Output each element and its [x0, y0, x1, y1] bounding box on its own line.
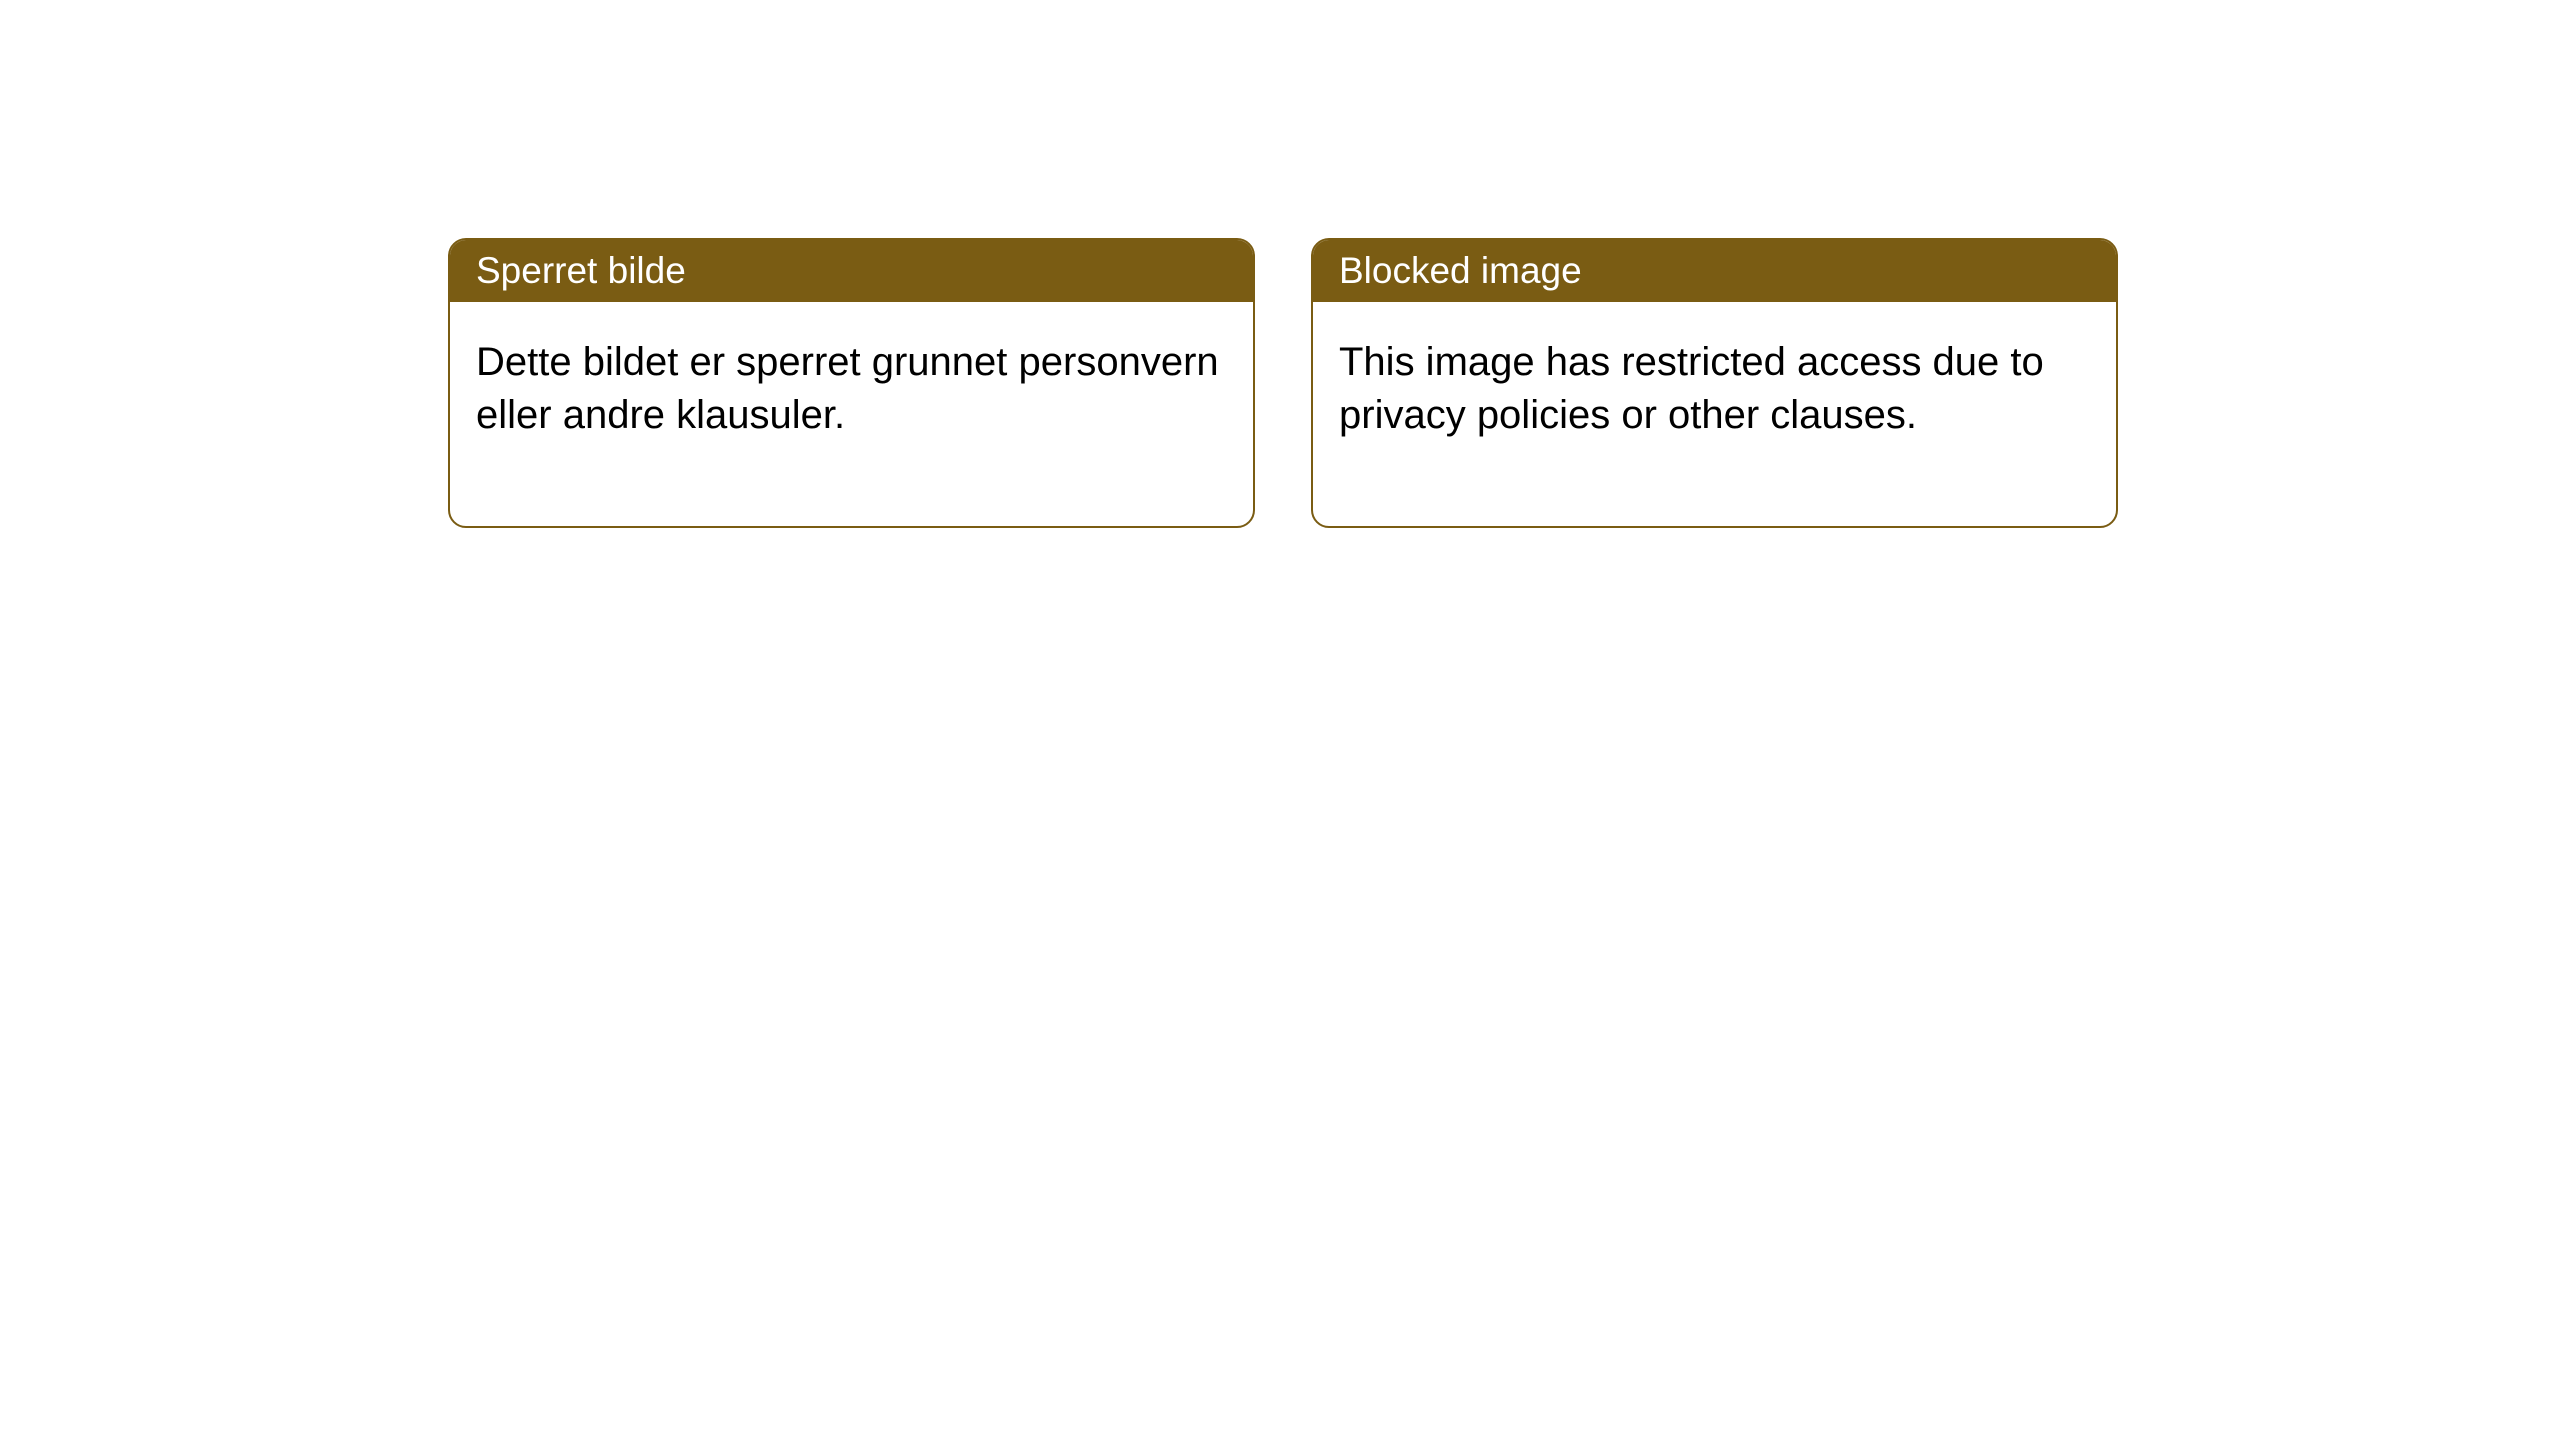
card-title: Blocked image [1339, 250, 1582, 291]
card-body-text: Dette bildet er sperret grunnet personve… [476, 340, 1219, 437]
card-body-text: This image has restricted access due to … [1339, 340, 2044, 437]
card-header: Blocked image [1313, 240, 2116, 302]
card-header: Sperret bilde [450, 240, 1253, 302]
card-title: Sperret bilde [476, 250, 686, 291]
card-body: This image has restricted access due to … [1313, 302, 2116, 526]
card-body: Dette bildet er sperret grunnet personve… [450, 302, 1253, 526]
card-container: Sperret bilde Dette bildet er sperret gr… [0, 0, 2560, 528]
blocked-image-card-en: Blocked image This image has restricted … [1311, 238, 2118, 528]
blocked-image-card-no: Sperret bilde Dette bildet er sperret gr… [448, 238, 1255, 528]
